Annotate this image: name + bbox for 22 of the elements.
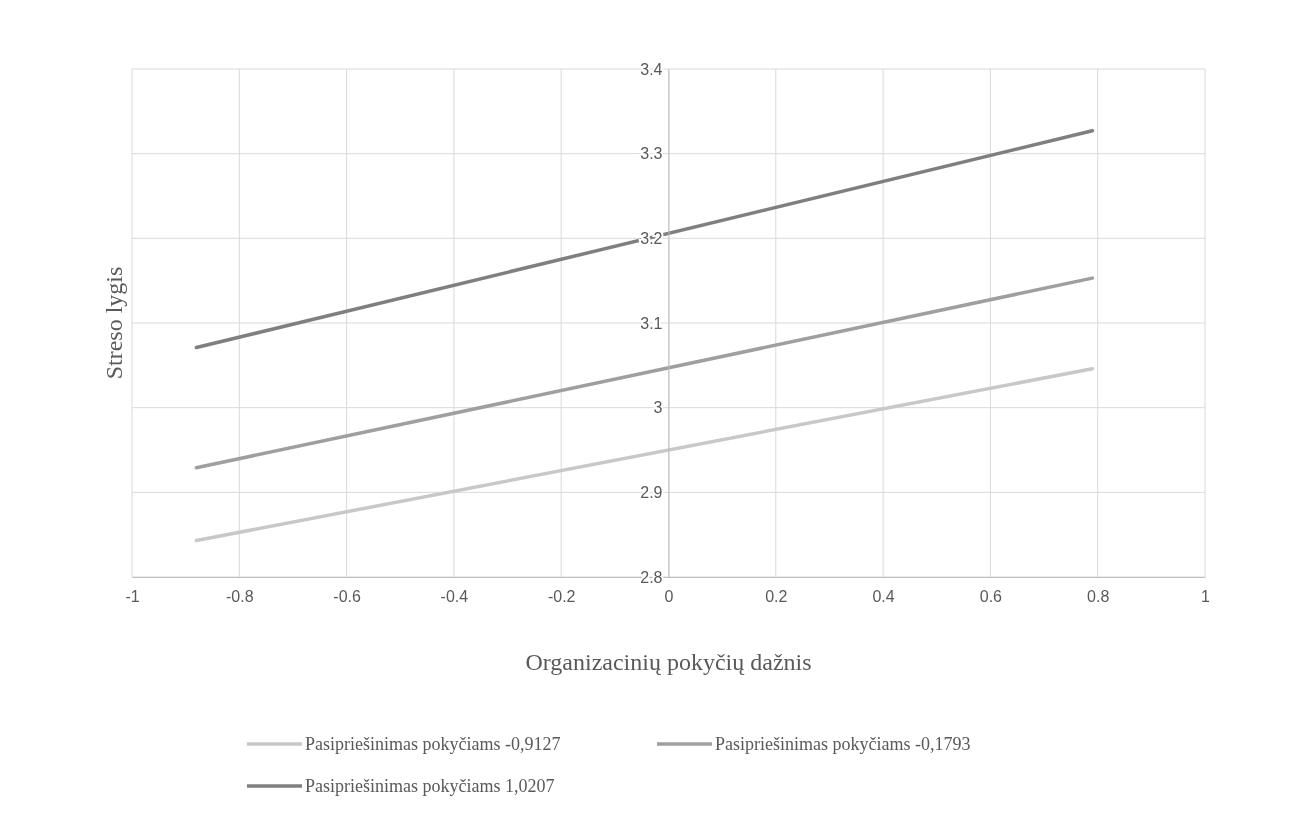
legend-label: Pasipriešinimas pokyčiams 1,0207: [305, 776, 555, 796]
y-tick-label: 3: [653, 399, 663, 417]
x-tick-label: 0.4: [872, 588, 895, 606]
y-tick-label: 3.4: [640, 60, 663, 78]
x-axis-title: Organizacinių pokyčių dažnis: [525, 649, 812, 675]
x-tick-label: -0.6: [333, 588, 361, 606]
legend-label: Pasipriešinimas pokyčiams -0,9127: [305, 734, 561, 754]
x-tick-label: 0.2: [765, 588, 788, 606]
x-tick-label: -1: [125, 588, 140, 606]
y-tick-label: 2.9: [640, 483, 663, 501]
x-tick-label: 1: [1201, 588, 1211, 606]
legend-label: Pasipriešinimas pokyčiams -0,1793: [715, 734, 971, 754]
x-tick-label: -0.2: [547, 588, 576, 606]
y-tick-label: 3.3: [640, 145, 663, 163]
x-tick-label: 0.6: [979, 588, 1003, 606]
x-tick-label: 0.8: [1087, 588, 1110, 606]
x-tick-label: 0: [664, 588, 674, 606]
y-tick-label: 3.1: [640, 314, 663, 332]
y-axis-title: Streso lygis: [101, 266, 127, 380]
x-tick-label: -0.4: [440, 588, 469, 606]
x-tick-label: -0.8: [226, 588, 254, 606]
y-tick-label: 2.8: [640, 568, 663, 586]
